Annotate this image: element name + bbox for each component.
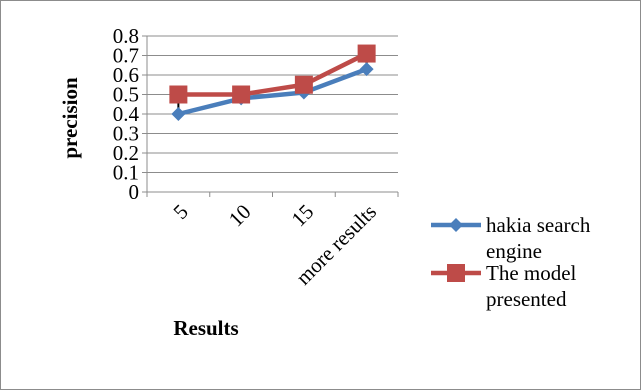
y-tick-labels: 00.10.20.30.40.50.60.70.8 — [113, 24, 140, 204]
y-tick-label: 0.8 — [113, 24, 139, 48]
x-tick-label: 5 — [168, 200, 192, 224]
x-tick-label: 10 — [224, 200, 256, 232]
y-tick-label: 0.2 — [113, 141, 139, 165]
legend-label: engine — [486, 239, 542, 263]
x-tick-label: 15 — [287, 200, 319, 232]
series-lines — [169, 44, 376, 121]
legend-swatch-marker — [449, 218, 463, 232]
y-tick-label: 0.3 — [113, 122, 139, 146]
legend-label: hakia search — [486, 213, 591, 237]
y-tick-label: 0.6 — [113, 63, 139, 87]
series-line — [177, 67, 368, 117]
y-tick-label: 0.7 — [113, 44, 139, 68]
series-line — [178, 51, 368, 97]
legend-swatch-marker — [447, 264, 465, 282]
axes — [142, 35, 399, 197]
y-tick-label: 0.4 — [113, 102, 140, 126]
data-point — [232, 85, 251, 104]
data-point — [171, 107, 186, 121]
legend-label: presented — [486, 287, 567, 311]
data-point — [169, 85, 188, 104]
series-2 — [169, 44, 376, 104]
data-point — [294, 75, 313, 94]
data-point — [359, 62, 374, 77]
x-axis-title: Results — [173, 316, 238, 340]
y-axis-title: precision — [58, 77, 82, 159]
data-point — [357, 44, 376, 63]
y-tick-label: 0.5 — [113, 83, 139, 107]
legend-label: The model — [486, 261, 577, 285]
y-tick-label: 0 — [129, 180, 140, 204]
y-tick-label: 0.1 — [113, 161, 139, 185]
